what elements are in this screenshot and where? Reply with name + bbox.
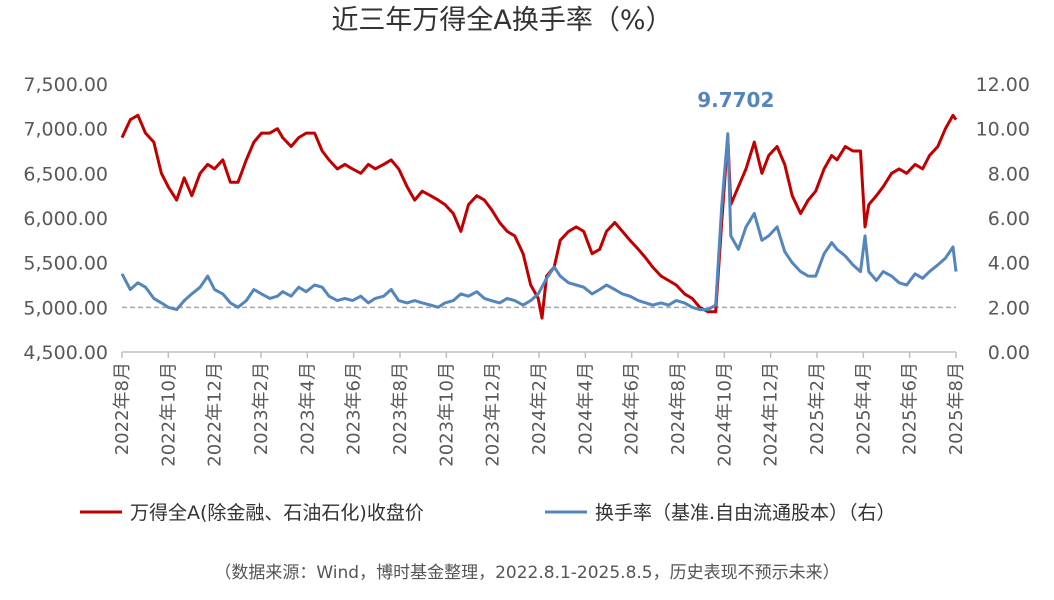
left-axis-ticks: 7,500.00 7,000.00 6,500.00 6,000.00 5,500.00… [23, 74, 108, 364]
x-tick-label: 2024年8月 [668, 362, 689, 455]
left-tick-label: 7,500.00 [23, 74, 108, 96]
x-tick-label: 2024年6月 [622, 362, 643, 455]
x-tick-label: 2023年8月 [390, 362, 411, 455]
x-axis: 2022年8月 2022年10月 2022年12月 2023年2月 2023年4月 202… [112, 351, 967, 467]
x-tick-label: 2025年8月 [946, 362, 967, 455]
right-tick-label: 2.00 [988, 297, 1030, 319]
right-tick-label: 4.00 [988, 253, 1030, 275]
right-tick-label: 12.00 [976, 74, 1030, 96]
chart-title: 近三年万得全A换手率（%） [331, 5, 672, 36]
legend: 万得全A(除金融、石油石化)收盘价 换手率（基准.自由流通股本）（右） [80, 502, 896, 524]
right-axis-ticks: 12.00 10.00 8.00 6.00 4.00 2.00 0.00 [976, 74, 1030, 364]
left-tick-label: 6,500.00 [23, 163, 108, 185]
right-tick-label: 10.00 [976, 119, 1030, 141]
left-tick-label: 6,000.00 [23, 208, 108, 230]
series-line-turnover [120, 132, 958, 312]
peak-annotation: 9.7702 [697, 88, 774, 112]
x-tick-label: 2022年12月 [205, 362, 226, 467]
x-tick-label: 2024年10月 [714, 362, 735, 467]
left-tick-label: 5,000.00 [23, 297, 108, 319]
x-tick-label: 2025年4月 [853, 362, 874, 455]
x-tick-label: 2023年6月 [344, 362, 365, 455]
x-tick-label: 2024年12月 [761, 362, 782, 467]
x-tick-label: 2023年2月 [251, 362, 272, 455]
right-tick-label: 8.00 [988, 163, 1030, 185]
legend-label-turnover: 换手率（基准.自由流通股本）（右） [595, 502, 896, 524]
left-tick-label: 5,500.00 [23, 253, 108, 275]
x-tick-label: 2023年4月 [297, 362, 318, 455]
x-tick-label: 2023年12月 [483, 362, 504, 467]
x-tick-label: 2025年2月 [807, 362, 828, 455]
right-tick-label: 6.00 [988, 208, 1030, 230]
series-line-close-price [120, 113, 958, 320]
legend-label-close-price: 万得全A(除金融、石油石化)收盘价 [130, 502, 424, 524]
left-tick-label: 4,500.00 [23, 342, 108, 364]
x-tick-label: 2024年2月 [529, 362, 550, 455]
x-tick-label: 2024年4月 [575, 362, 596, 455]
x-tick-label: 2025年6月 [900, 362, 921, 455]
left-tick-label: 7,000.00 [23, 119, 108, 141]
x-tick-label: 2022年10月 [158, 362, 179, 467]
x-tick-label: 2022年8月 [112, 362, 133, 455]
source-note: （数据来源：Wind，博时基金整理，2022.8.1-2025.8.5，历史表现… [214, 563, 839, 583]
right-tick-label: 0.00 [988, 342, 1030, 364]
x-tick-label: 2023年10月 [436, 362, 457, 467]
